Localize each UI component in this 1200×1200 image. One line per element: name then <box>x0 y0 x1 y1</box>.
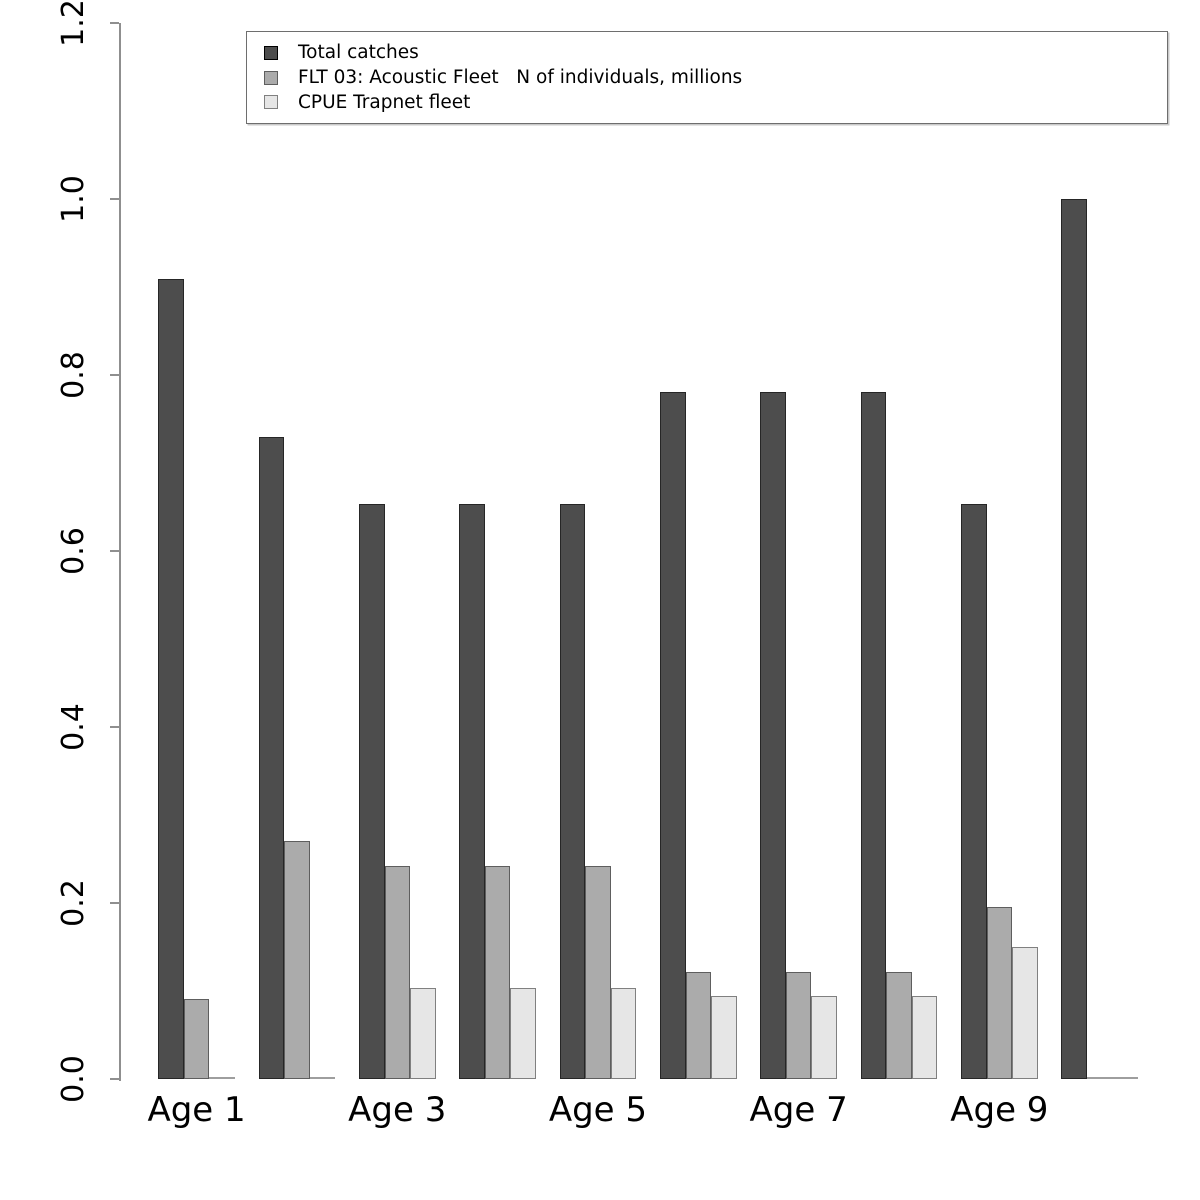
legend: Total catches FLT 03: Acoustic Fleet N of… <box>246 31 1168 124</box>
bar-age-1-s0 <box>158 279 184 1079</box>
y-axis-tick <box>110 550 119 552</box>
bar-age-2-s1 <box>284 841 310 1079</box>
bar-group <box>760 23 839 1079</box>
y-axis-tick <box>110 726 119 728</box>
legend-item: CPUE Trapnet fleet <box>264 91 1167 113</box>
y-axis-tick <box>110 198 119 200</box>
y-axis-tick <box>110 374 119 376</box>
bar-age-7-s2 <box>811 996 837 1079</box>
bar-age-8-s2 <box>911 996 938 1079</box>
legend-item: FLT 03: Acoustic Fleet N of individuals,… <box>264 67 1167 89</box>
bar-age-10-s0 <box>1061 199 1087 1079</box>
bar-age-9-s0 <box>961 504 987 1079</box>
bar-age-7-s0 <box>760 391 786 1079</box>
y-tick-label: 1.2 <box>56 0 91 47</box>
bar-age-6-s2 <box>711 996 737 1079</box>
bar-age-5-s2 <box>610 988 637 1079</box>
legend-swatch-icon <box>264 70 278 85</box>
bar-group <box>559 23 639 1079</box>
legend-swatch-icon <box>264 95 278 110</box>
bar-age-1-s1 <box>183 998 210 1079</box>
bar-age-3-s0 <box>359 504 385 1079</box>
bar-age-1-s2 <box>209 1077 235 1079</box>
legend-label: FLT 03: Acoustic Fleet N of individuals,… <box>298 67 743 88</box>
bar-age-4-s2 <box>510 988 536 1079</box>
bar-age-7-s1 <box>785 971 812 1079</box>
bar-age-9-s1 <box>986 906 1013 1079</box>
bar-age-10-s2 <box>1112 1077 1138 1079</box>
bar-age-8-s1 <box>886 971 912 1079</box>
y-tick-label: 1.0 <box>56 175 91 223</box>
bar-age-8-s0 <box>860 391 887 1079</box>
y-tick-label: 0.4 <box>56 703 91 751</box>
bar-age-3-s1 <box>384 866 410 1079</box>
x-tick-label: Age 7 <box>749 1090 848 1130</box>
bar-age-3-s2 <box>410 988 436 1079</box>
x-tick-label: Age 9 <box>950 1090 1049 1130</box>
bar-age-10-s1 <box>1086 1077 1113 1079</box>
bar-group <box>459 23 538 1079</box>
y-tick-label: 0.8 <box>56 351 91 399</box>
bar-age-6-s1 <box>685 971 712 1079</box>
legend-swatch-icon <box>264 45 278 60</box>
bar-group <box>860 23 940 1079</box>
bar-group <box>961 23 1040 1079</box>
legend-label: Total catches <box>298 42 419 64</box>
bar-group <box>258 23 338 1079</box>
bar-group <box>660 23 739 1079</box>
bar-age-2-s2 <box>309 1077 336 1079</box>
x-tick-label: Age 1 <box>147 1090 246 1130</box>
y-axis-tick <box>110 902 119 904</box>
y-axis-tick <box>110 22 119 24</box>
legend-label: CPUE Trapnet fleet <box>298 91 471 113</box>
bar-age-2-s0 <box>258 437 285 1079</box>
y-tick-label: 0.6 <box>56 527 91 575</box>
y-tick-label: 0.0 <box>56 1055 91 1103</box>
legend-item: Total catches <box>264 42 1167 64</box>
bar-age-5-s0 <box>559 504 586 1079</box>
bar-group <box>158 23 237 1079</box>
bar-age-9-s2 <box>1012 947 1038 1079</box>
x-tick-label: Age 5 <box>548 1090 648 1130</box>
bar-age-6-s0 <box>660 391 686 1079</box>
bar-age-4-s0 <box>459 504 485 1079</box>
bar-age-5-s1 <box>585 866 611 1079</box>
bar-group <box>359 23 438 1079</box>
bar-group <box>1061 23 1140 1079</box>
y-axis-tick <box>110 1078 119 1080</box>
bar-age-4-s1 <box>484 866 511 1079</box>
y-axis-line <box>119 23 121 1081</box>
x-tick-label: Age 3 <box>348 1090 447 1130</box>
y-tick-label: 0.2 <box>56 879 91 927</box>
